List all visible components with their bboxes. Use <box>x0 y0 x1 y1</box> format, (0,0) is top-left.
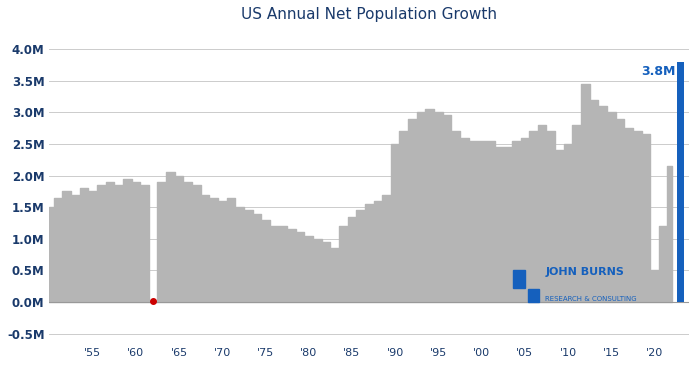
Title: US Annual Net Population Growth: US Annual Net Population Growth <box>242 7 497 22</box>
Text: 3.8M: 3.8M <box>641 65 675 78</box>
Bar <box>677 62 684 302</box>
Bar <box>513 270 525 288</box>
Bar <box>528 289 539 303</box>
Text: JOHN BURNS: JOHN BURNS <box>545 268 624 277</box>
Text: RESEARCH & CONSULTING: RESEARCH & CONSULTING <box>545 296 637 303</box>
